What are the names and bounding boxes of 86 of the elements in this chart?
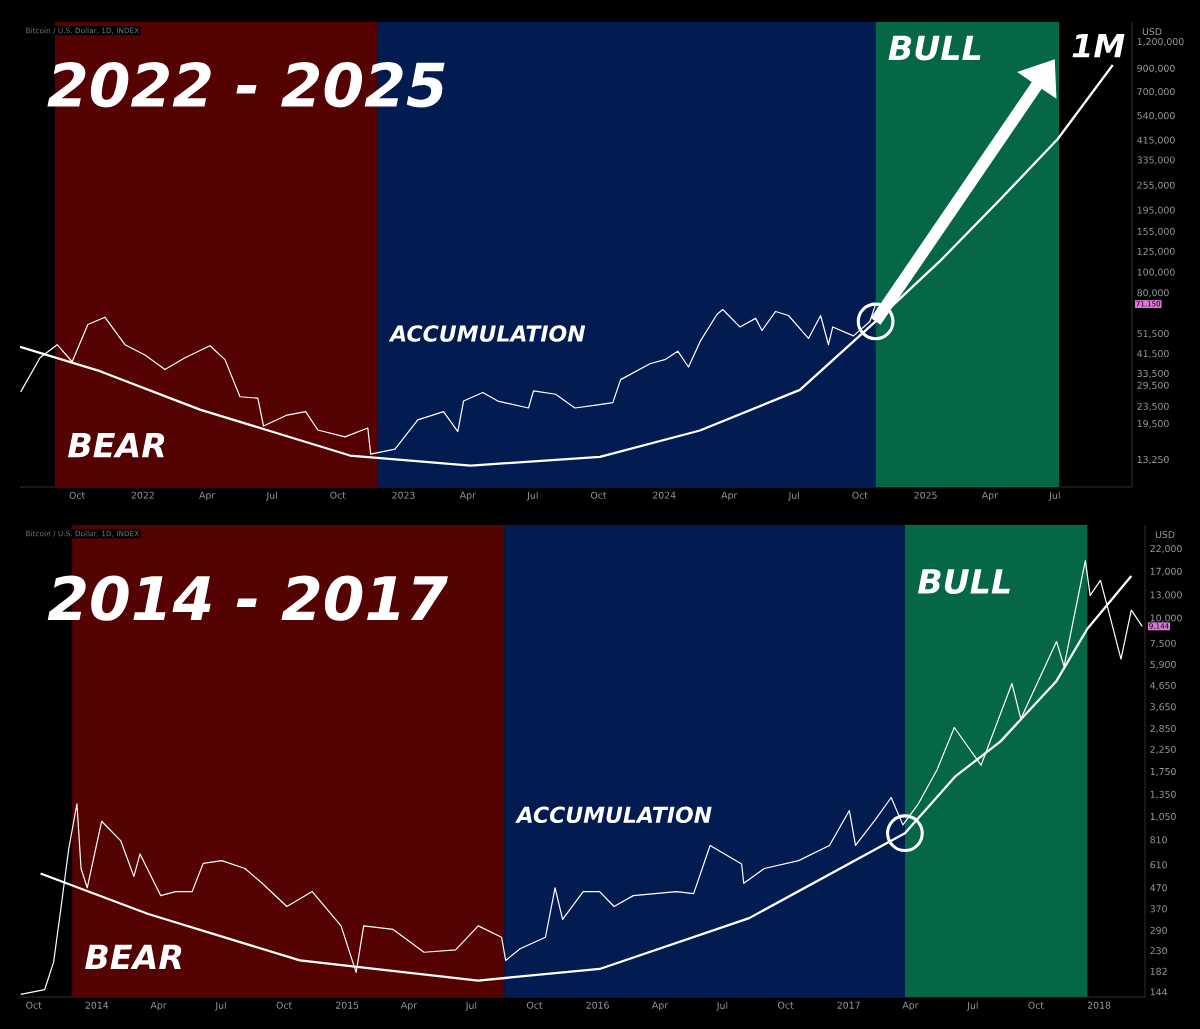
x-tick-label: Jul: [526, 491, 538, 501]
band-label: BULL: [917, 569, 1010, 595]
y-tick-label: 17,000: [1150, 567, 1182, 576]
y-tick-label: 335,000: [1137, 156, 1175, 165]
y-tick-label: 540,000: [1137, 112, 1175, 121]
y-tick-label: 10,000: [1150, 614, 1182, 623]
x-tick-label: Jul: [966, 1001, 978, 1011]
x-tick-label: Oct: [526, 1001, 543, 1009]
band-label: ACCUMULATION: [388, 325, 586, 342]
y-tick-label: 1,200,000: [1137, 38, 1184, 47]
x-tick-label: Oct: [276, 1001, 292, 1009]
y-tick-label: 230: [1150, 947, 1167, 955]
x-tick-label: Jul: [214, 1001, 226, 1011]
y-tick-label: 29,500: [1137, 381, 1169, 390]
y-tick-label: 2,250: [1150, 745, 1176, 754]
y-tick-label: 41,500: [1137, 350, 1169, 359]
y-tick-label: 155,000: [1137, 227, 1175, 236]
x-tick-label: Oct: [330, 491, 346, 499]
text: 2022 - 2025: [47, 62, 445, 108]
y-axis-title: USD: [1142, 28, 1162, 36]
x-tick-label: Jul: [266, 491, 277, 501]
x-tick-label: Jul: [1048, 491, 1060, 501]
line-series: [20, 63, 1114, 467]
x-tick-label: Jul: [465, 1001, 477, 1011]
y-tick-label: 51,500: [1137, 330, 1169, 339]
y-tick-label: 23,500: [1137, 402, 1169, 411]
y-tick-label: 255,000: [1137, 181, 1175, 190]
y-tick-label: 19,500: [1137, 420, 1169, 429]
x-tick-label: Apr: [459, 491, 476, 501]
y-tick-label: 33,500: [1137, 369, 1169, 378]
x-tick-label: Apr: [981, 491, 998, 501]
y-tick-label: 290: [1150, 926, 1167, 934]
y-tick-label: 1,350: [1150, 790, 1176, 799]
band-label: ACCUMULATION: [515, 806, 712, 824]
band-label: BEAR: [67, 432, 165, 458]
x-tick-label: 2023: [392, 491, 415, 499]
x-tick-label: Oct: [852, 491, 868, 499]
x-tick-label: Apr: [400, 1001, 418, 1011]
x-tick-label: Apr: [150, 1001, 167, 1011]
x-tick-label: Oct: [590, 491, 607, 499]
x-tick-label: 2024: [653, 491, 676, 499]
y-tick-label: 13,000: [1150, 591, 1182, 600]
y-tick-label: 100,000: [1137, 268, 1175, 277]
y-tick-label: 13,250: [1137, 455, 1169, 464]
y-tick-label: 80,000: [1137, 289, 1169, 298]
y-tick-label: 7,500: [1150, 639, 1176, 648]
x-tick-label: Oct: [69, 491, 85, 499]
y-tick-label: 1,750: [1150, 767, 1176, 776]
band-label: BEAR: [85, 944, 182, 970]
x-tick-label: Jul: [716, 1001, 728, 1011]
y-tick-label: 22,000: [1150, 545, 1182, 554]
y-tick-label: 370: [1150, 905, 1167, 913]
y-tick-label: 195,000: [1137, 206, 1175, 215]
x-tick-label: 2016: [586, 1001, 609, 1009]
x-tick-label: Oct: [1028, 1001, 1044, 1009]
y-tick-label: 1,050: [1150, 812, 1176, 821]
y-tick-label: 182: [1150, 967, 1167, 975]
x-tick-label: Apr: [199, 491, 216, 501]
y-tick-label: 610: [1150, 861, 1167, 869]
x-tick-label: Apr: [902, 1001, 919, 1011]
x-tick-label: 2017: [837, 1001, 860, 1009]
y-tick-label: 470: [1150, 884, 1167, 892]
x-tick-label: 2015: [336, 1001, 359, 1009]
y-tick-label: 900,000: [1137, 64, 1175, 73]
x-tick-label: Apr: [721, 491, 738, 501]
y-tick-label: 2,850: [1150, 725, 1176, 734]
x-tick-label: Jul: [788, 491, 799, 501]
y-axis-title: USD: [1155, 531, 1175, 539]
y-tick-label: 125,000: [1137, 247, 1175, 256]
x-tick-label: 2022: [131, 491, 154, 499]
band-label: BULL: [888, 35, 981, 61]
y-tick-label: 3,650: [1150, 703, 1176, 712]
y-tick-label: 810: [1150, 836, 1167, 844]
x-tick-label: 2014: [85, 1001, 109, 1009]
y-tick-label: 415,000: [1137, 136, 1175, 145]
x-tick-label: Apr: [652, 1001, 669, 1011]
y-tick-label: 4,650: [1150, 681, 1176, 690]
x-tick-label: 2018: [1087, 1001, 1111, 1009]
annotation: 1M: [1072, 33, 1125, 58]
text: 2014 - 2017: [47, 575, 448, 621]
y-tick-label: 144: [1150, 988, 1168, 996]
x-tick-label: Oct: [26, 1001, 42, 1009]
y-tick-label: 5,900: [1150, 660, 1176, 669]
x-tick-label: 2025: [914, 491, 937, 499]
x-tick-label: Oct: [778, 1001, 794, 1009]
y-tick-label: 700,000: [1137, 88, 1175, 97]
